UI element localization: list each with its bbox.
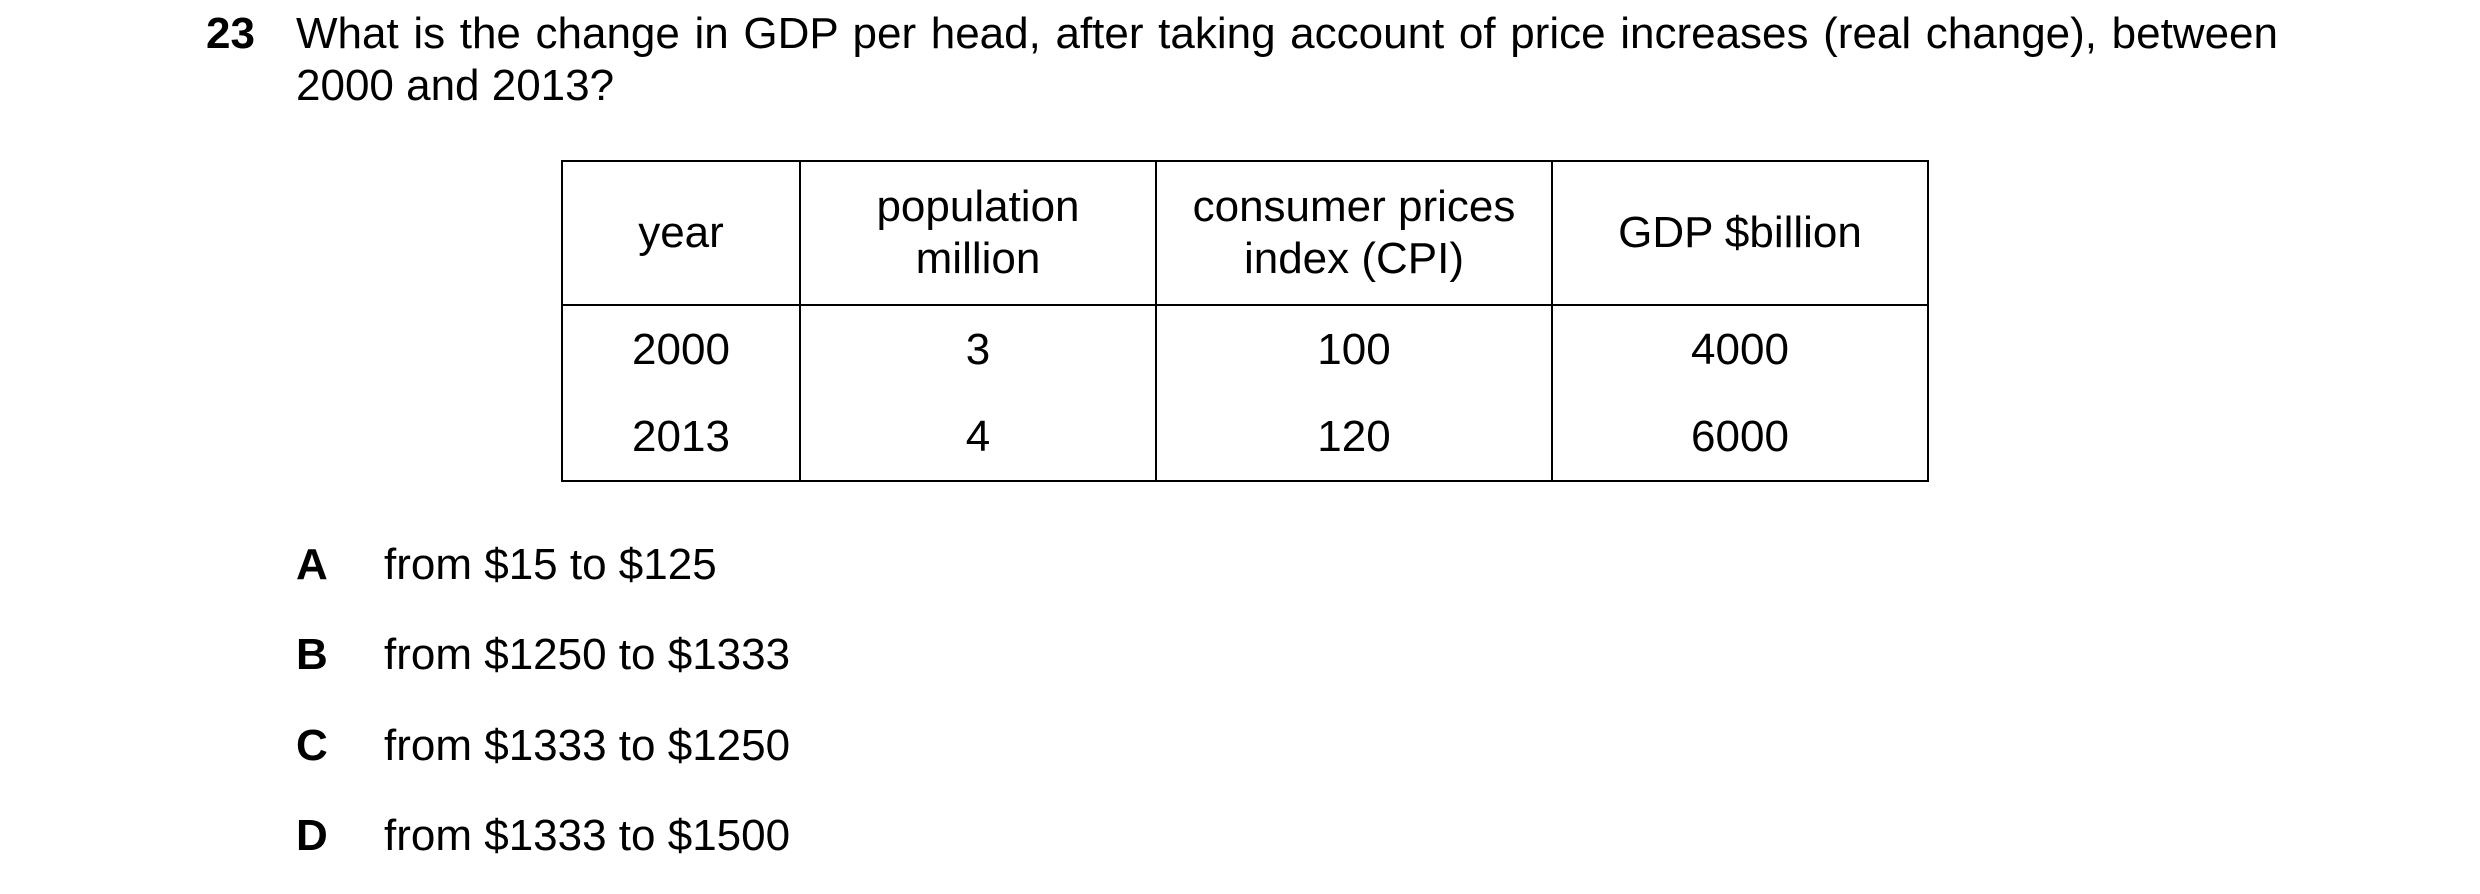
header-population: population million — [799, 160, 1157, 306]
option-text: from $1333 to $1500 — [384, 811, 791, 860]
header-cpi: consumer prices index (CPI) — [1155, 160, 1553, 306]
option-text: from $1250 to $1333 — [384, 630, 791, 679]
option-text: from $1333 to $1250 — [384, 721, 791, 770]
header-line: million — [915, 234, 1041, 283]
header-gdp: GDP $billion — [1551, 160, 1929, 306]
header-line: GDP $billion — [1618, 208, 1862, 257]
option-text: from $15 to $125 — [384, 540, 717, 589]
cell-gdp: 4000 — [1551, 305, 1929, 393]
table-row: 2000 3 100 4000 — [561, 305, 1929, 393]
cell-year: 2000 — [561, 305, 801, 393]
option-letter: B — [296, 630, 328, 679]
cell-year: 2013 — [561, 393, 801, 482]
cell-cpi: 120 — [1155, 393, 1553, 482]
cell-population: 3 — [799, 305, 1157, 393]
table-header-row: year population million consumer prices … — [561, 160, 1929, 306]
question-text: What is the change in GDP per head, afte… — [296, 9, 2278, 110]
cell-cpi: 100 — [1155, 305, 1553, 393]
header-line: index (CPI) — [1243, 234, 1465, 283]
question-number: 23 — [206, 9, 255, 58]
table-row: 2013 4 120 6000 — [561, 393, 1929, 482]
option-letter: C — [296, 721, 328, 770]
data-table: year population million consumer prices … — [561, 160, 1929, 482]
cell-gdp: 6000 — [1551, 393, 1929, 482]
cell-population: 4 — [799, 393, 1157, 482]
header-line: population — [876, 182, 1080, 231]
header-line: year — [638, 208, 724, 257]
header-year: year — [561, 160, 801, 306]
header-line: consumer prices — [1192, 182, 1516, 231]
option-letter: D — [296, 811, 328, 860]
option-letter: A — [296, 540, 328, 589]
